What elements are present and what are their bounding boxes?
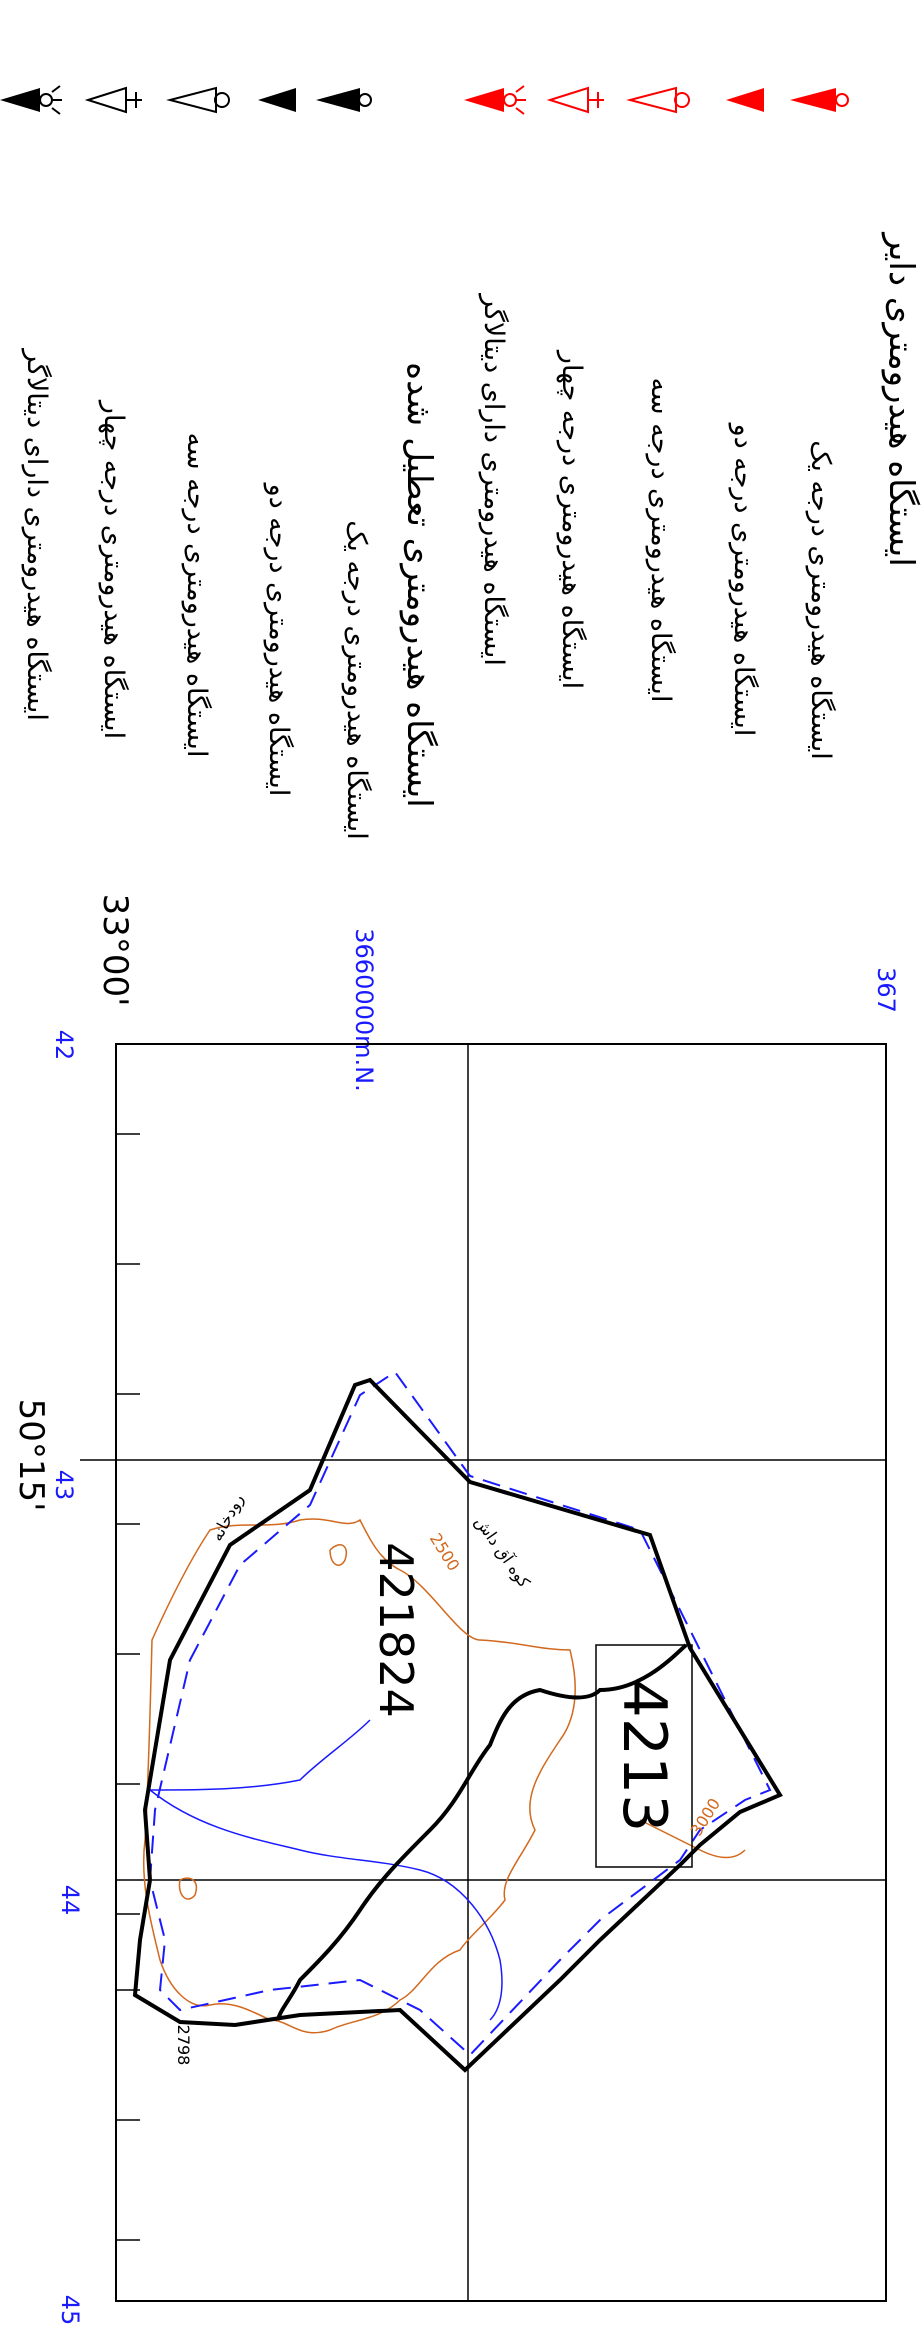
tick-marks (116, 1133, 140, 2241)
active-station-grade1-icon (790, 88, 849, 112)
legend-item-5: ایستگاه هیدرومتری دارای دیتالاگر (478, 292, 510, 666)
legend-item-4: ایستگاه هیدرومتری درجه چهار (556, 349, 588, 689)
easting-label-42: 42 (50, 1030, 78, 1061)
legend-item-7: ایستگاه هیدرومتری درجه یک (341, 520, 373, 839)
closed-station-grade4-icon (84, 86, 142, 114)
legend-symbols-active (464, 85, 849, 115)
latitude-label: 33°00' (95, 894, 135, 1007)
contour-label-2500: 2500 (426, 1530, 464, 1575)
grid-northing-label: 3660000m.N. (350, 928, 378, 1091)
legend-item-1: ایستگاه هیدرومتری درجه یک (805, 440, 837, 759)
legend-symbols-closed (0, 85, 372, 115)
active-station-grade3-icon (626, 86, 690, 114)
basin-buffer-boundary (148, 1370, 772, 2057)
elevation-point-label: 2798 (174, 2025, 193, 2066)
legend-item-0: ایستگاه هیدرومتری دایر (881, 231, 921, 567)
legend-item-9: ایستگاه هیدرومتری درجه سه (181, 433, 213, 758)
active-station-grade4-icon (546, 86, 604, 114)
sub-basin-box (595, 1644, 693, 1868)
legend-item-8: ایستگاه هیدرومتری درجه دو (263, 482, 295, 797)
legend-item-3: ایستگاه هیدرومتری درجه سه (645, 378, 677, 703)
closed-station-grade3-icon (166, 86, 230, 114)
closed-station-grade1-icon (316, 88, 372, 112)
easting-label-45: 45 (56, 2295, 84, 2326)
river-lines (149, 1719, 503, 2021)
easting-label-43: 43 (50, 1470, 78, 1501)
basin-boundary (132, 1377, 783, 2073)
sub-basin-divider (276, 1643, 688, 2021)
sub-basin-code: 4213 (609, 1680, 679, 1833)
easting-label-44: 44 (56, 1885, 84, 1916)
legend-item-11: ایستگاه هیدرومتری دارای دیتالاگر (21, 347, 53, 721)
closed-station-grade2-icon (258, 88, 296, 112)
active-station-grade2-icon (726, 88, 764, 112)
legend-item-10: ایستگاه هیدرومتری درجه چهار (98, 399, 130, 739)
legend-item-2: ایستگاه هیدرومتری درجه دو (728, 422, 760, 737)
grid-top-right-label: 367 (872, 967, 900, 1013)
closed-station-datalogger-icon (0, 85, 62, 115)
main-basin-code: 421824 (369, 1542, 423, 1718)
legend-text-block: ایستگاه هیدرومتری دایر ایستگاه هیدرومتری… (21, 231, 921, 840)
map-frame (80, 1043, 887, 2302)
active-station-datalogger-icon (464, 85, 526, 115)
mountain-label: کوه آق داش (470, 1513, 534, 1592)
contour-lines (142, 1518, 746, 2034)
legend-item-6: ایستگاه هیدرومتری تعطیل شده (399, 362, 439, 808)
longitude-label: 50°15' (11, 1399, 51, 1512)
